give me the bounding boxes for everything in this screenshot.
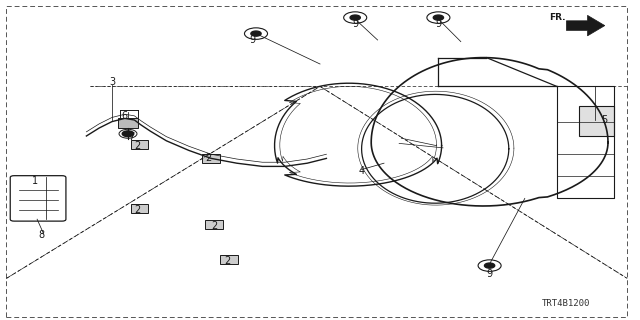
Circle shape [433,15,444,20]
Text: 2: 2 [134,140,141,151]
Text: FR.: FR. [549,13,566,22]
FancyBboxPatch shape [202,154,220,163]
FancyBboxPatch shape [118,118,138,128]
FancyBboxPatch shape [131,140,148,149]
Text: 7: 7 [128,132,134,142]
Text: 5: 5 [602,115,608,125]
Circle shape [251,31,261,36]
Text: 2: 2 [205,153,211,164]
Text: 8: 8 [38,230,45,240]
Text: 4: 4 [358,166,365,176]
Text: TRT4B1200: TRT4B1200 [542,299,591,308]
Text: 2: 2 [211,220,218,231]
Text: 1: 1 [32,176,38,186]
Text: 9: 9 [352,19,358,29]
FancyBboxPatch shape [579,106,614,136]
Text: 2: 2 [224,256,230,266]
Circle shape [122,131,134,137]
Polygon shape [566,15,605,36]
Text: 9: 9 [250,35,256,45]
Text: 9: 9 [486,268,493,279]
Text: 6: 6 [122,111,128,121]
Text: 2: 2 [134,204,141,215]
Text: 9: 9 [435,19,442,29]
Circle shape [484,263,495,268]
Circle shape [350,15,360,20]
FancyBboxPatch shape [220,255,238,264]
FancyBboxPatch shape [131,204,148,213]
FancyBboxPatch shape [205,220,223,229]
Text: 3: 3 [109,76,115,87]
